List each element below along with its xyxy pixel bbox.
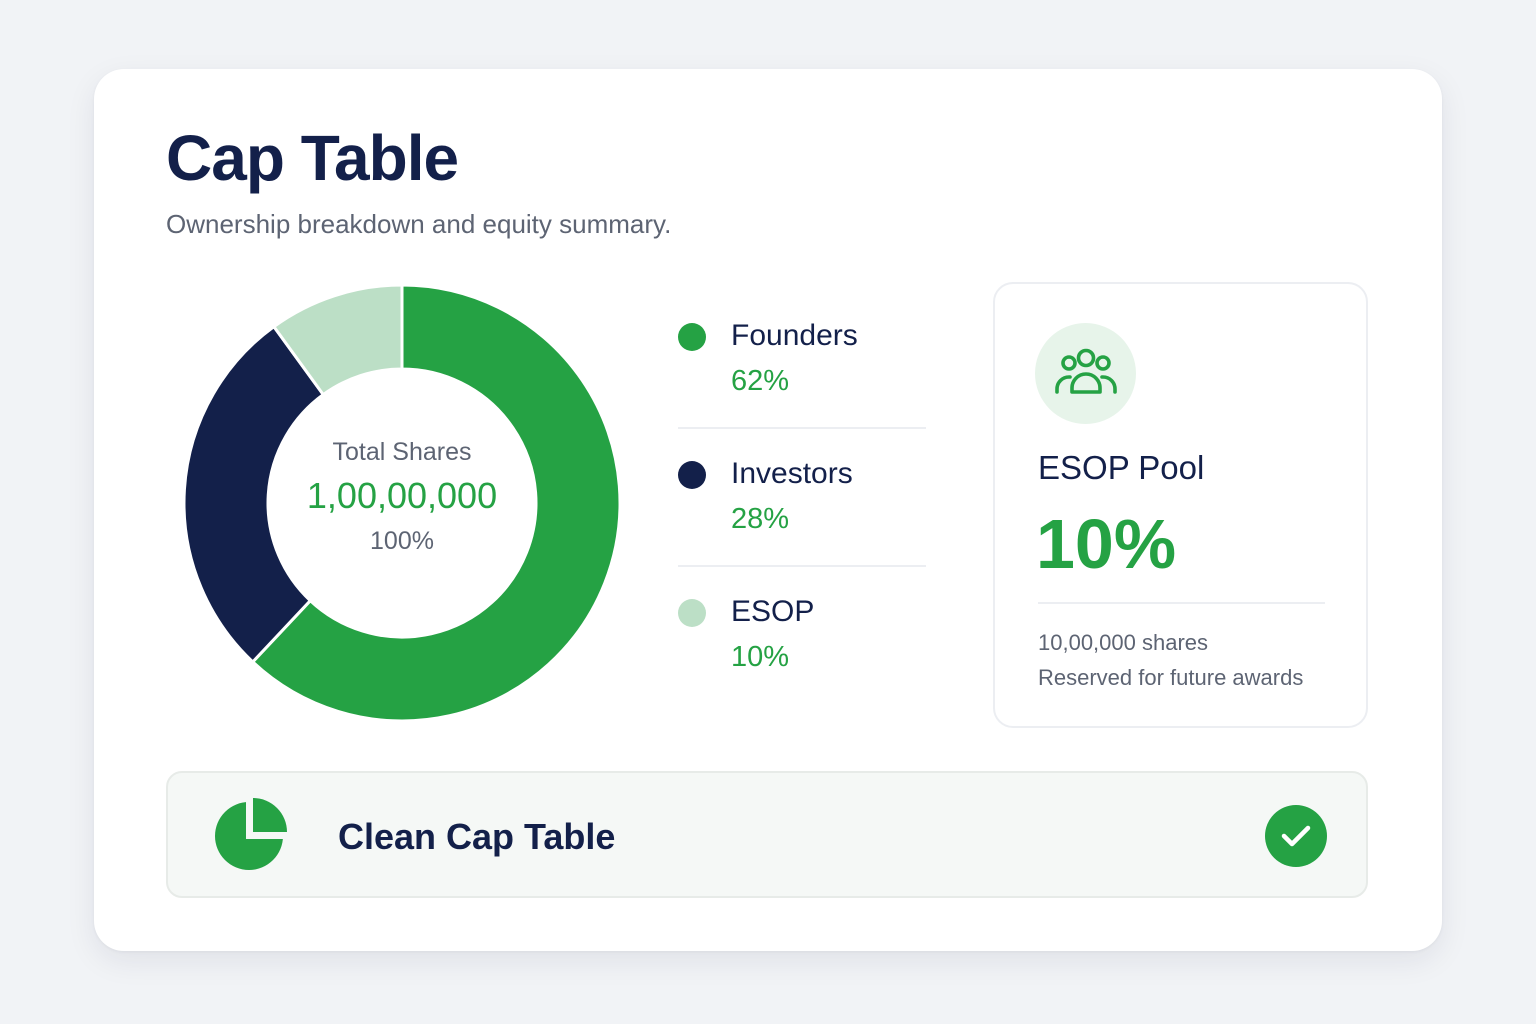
esop-pool-value: 10% [1036,505,1177,583]
donut-slice-investors [182,324,326,665]
esop-note: Reserved for future awards [1038,665,1304,690]
esop-pool-card: ESOP Pool 10% 10,00,000 shares Reserved … [993,282,1368,728]
status-label: Clean Cap Table [338,816,616,857]
donut-slice-founders [250,283,622,723]
legend-dot-founders [678,323,706,351]
donut-center-percent: 100% [370,527,434,555]
donut-center: Total Shares 1,00,00,000 100% [182,279,622,727]
donut-center-label: Total Shares [332,438,472,466]
legend-label: Investors [731,457,853,490]
legend-label: Founders [731,319,858,352]
clean-cap-table-status: Clean Cap Table [166,771,1368,898]
donut-slice-esop [271,283,404,397]
legend-label: ESOP [731,595,815,628]
esop-pool-title: ESOP Pool [1038,449,1205,486]
pie-chart-icon [215,798,287,870]
chart-legend: Founders 62% Investors 28% ESOP 10% [678,301,926,715]
check-circle-icon [1265,805,1327,867]
cap-table-card: Cap Table Ownership breakdown and equity… [94,69,1442,951]
legend-item-esop: ESOP 10% [678,577,926,715]
legend-dot-investors [678,461,706,489]
divider [1038,602,1325,604]
users-icon [1035,323,1136,424]
legend-item-investors: Investors 28% [678,439,926,577]
legend-value: 28% [731,503,790,535]
donut-chart-svg [182,283,622,723]
legend-item-founders: Founders 62% [678,301,926,439]
page-title: Cap Table [166,122,459,194]
legend-value: 10% [731,641,790,673]
legend-value: 62% [731,365,790,397]
ownership-donut-chart: Total Shares 1,00,00,000 100% [182,279,622,727]
page-subtitle: Ownership breakdown and equity summary. [166,209,672,239]
legend-dot-esop [678,599,706,627]
donut-center-total: 1,00,00,000 [306,475,498,516]
esop-shares: 10,00,000 shares [1038,630,1209,655]
